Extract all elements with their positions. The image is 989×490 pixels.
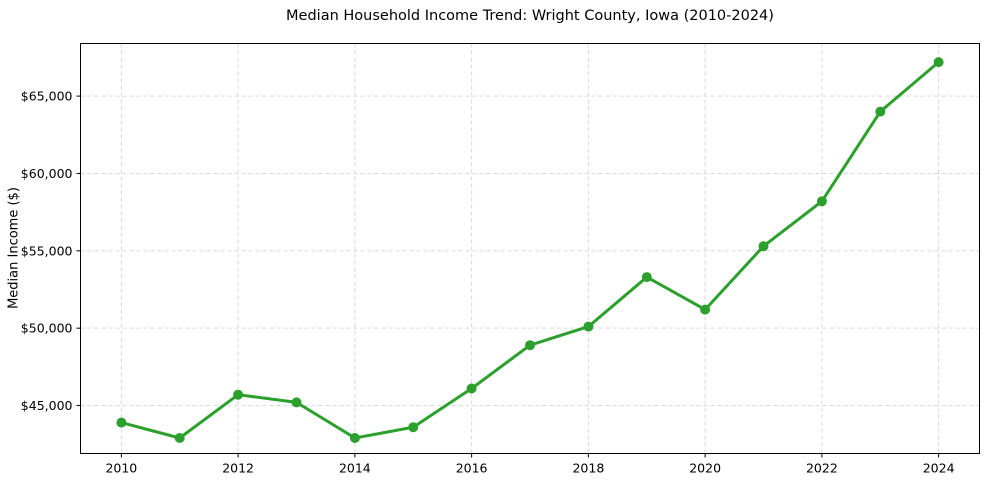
data-point-2017 [525, 340, 535, 351]
axes-spines [80, 43, 980, 454]
x-tick-label: 2024 [923, 461, 955, 476]
chart-title: Median Household Income Trend: Wright Co… [286, 8, 774, 24]
data-point-2022 [816, 196, 827, 207]
data-point-2013 [291, 397, 302, 408]
data-point-2012 [233, 389, 244, 400]
x-tick-label: 2012 [222, 461, 254, 476]
data-point-2014 [349, 433, 360, 443]
data-point-2020 [700, 304, 711, 315]
x-tick-label: 2020 [689, 461, 721, 476]
x-tick-label: 2010 [105, 461, 137, 476]
data-point-2011 [174, 433, 185, 443]
data-point-2021 [758, 241, 769, 252]
y-tick-label: $50,000 [21, 321, 73, 336]
data-point-2023 [875, 106, 886, 117]
axes-background [80, 43, 980, 454]
x-tick-label: 2018 [572, 461, 604, 476]
data-point-2024 [933, 57, 944, 68]
x-tick-label: 2014 [339, 461, 371, 476]
y-tick-label: $45,000 [21, 398, 73, 413]
data-point-2018 [583, 321, 594, 332]
y-tick-label: $55,000 [21, 243, 73, 258]
data-point-2010 [116, 417, 127, 428]
x-tick-label: 2022 [806, 461, 838, 476]
data-point-2016 [466, 383, 477, 394]
data-point-2019 [641, 272, 652, 283]
y-tick-label: $60,000 [21, 166, 73, 181]
y-tick-label: $65,000 [21, 89, 73, 104]
x-tick-label: 2016 [456, 461, 488, 476]
data-point-2015 [408, 422, 419, 433]
